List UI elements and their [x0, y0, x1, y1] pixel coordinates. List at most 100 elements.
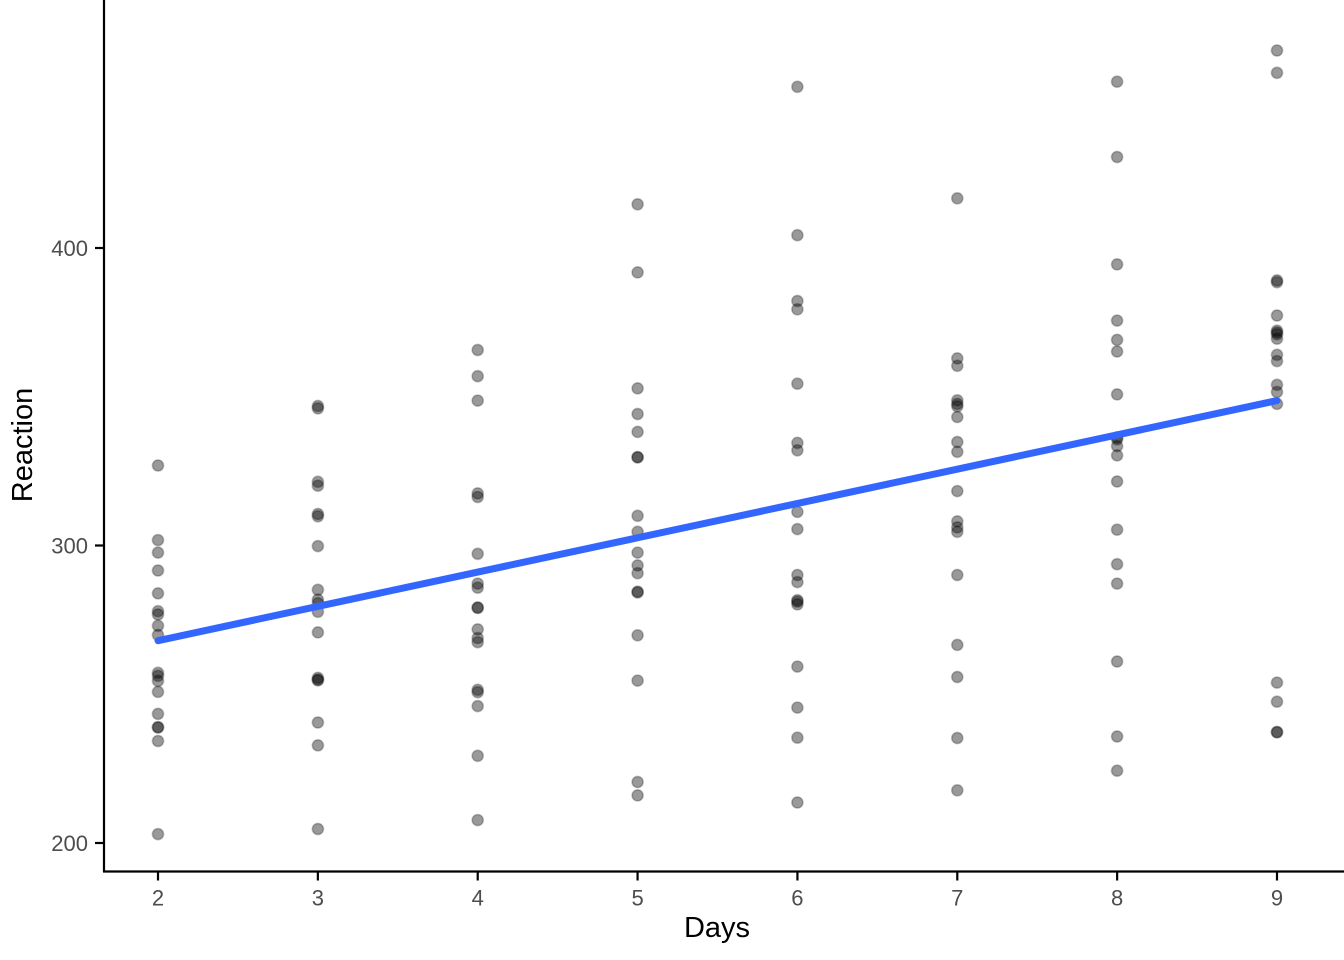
data-point: [471, 343, 485, 357]
data-point: [1270, 725, 1284, 739]
data-point: [791, 377, 804, 391]
x-tick-label: 3: [312, 886, 324, 911]
data-point: [1270, 309, 1284, 322]
data-point: [151, 720, 165, 734]
data-point: [950, 638, 964, 652]
data-point: [631, 450, 644, 464]
data-point: [311, 626, 325, 639]
data-point: [1110, 764, 1124, 778]
data-point: [471, 577, 485, 590]
data-point: [791, 575, 804, 589]
data-point: [631, 546, 644, 559]
data-point: [631, 509, 644, 523]
data-point: [631, 450, 644, 464]
data-point: [1110, 577, 1124, 590]
data-point: [950, 351, 964, 365]
data-point: [1110, 523, 1124, 537]
data-point: [950, 484, 964, 498]
data-point: [1110, 557, 1124, 571]
y-tick-label: 300: [51, 534, 88, 559]
data-point: [471, 486, 485, 500]
data-point: [471, 394, 485, 407]
data-point: [1110, 345, 1124, 358]
x-tick-label: 7: [951, 886, 963, 911]
data-point: [1270, 66, 1284, 80]
data-point: [791, 595, 804, 609]
data-point: [791, 443, 804, 457]
data-point: [471, 749, 485, 763]
data-point: [950, 399, 964, 413]
axis-labels-layer: Days Reaction: [7, 388, 750, 944]
y-axis-title: Reaction: [7, 388, 39, 502]
data-point: [311, 479, 325, 493]
data-point: [950, 568, 964, 582]
data-point: [311, 507, 325, 521]
data-point: [471, 635, 485, 649]
data-point: [631, 265, 644, 279]
data-point: [791, 660, 804, 673]
data-point: [950, 521, 964, 534]
data-point: [1270, 385, 1284, 399]
data-point: [950, 515, 964, 528]
regression-line: [154, 397, 1281, 645]
data-point: [631, 789, 644, 802]
data-point: [631, 585, 644, 598]
data-point: [791, 302, 804, 316]
data-point: [1270, 275, 1284, 289]
data-point: [1110, 75, 1124, 89]
data-point: [151, 546, 165, 559]
data-point: [311, 475, 325, 489]
data-point: [471, 813, 485, 827]
data-point: [791, 294, 804, 308]
data-point: [950, 525, 964, 539]
data-point: [1270, 327, 1284, 341]
x-axis-title: Days: [684, 912, 750, 944]
data-point: [151, 734, 165, 748]
data-point: [311, 671, 325, 685]
y-tick-label: 400: [51, 236, 88, 261]
data-point: [631, 425, 644, 439]
data-point: [791, 598, 804, 611]
data-point: [1270, 725, 1284, 739]
data-point: [1110, 150, 1124, 164]
x-tick-label: 4: [472, 886, 484, 911]
data-point: [1270, 44, 1284, 57]
data-point: [631, 559, 644, 572]
data-point: [1110, 439, 1124, 453]
trend-line-layer: [154, 397, 1281, 645]
data-point: [950, 397, 964, 411]
data-point: [1270, 378, 1284, 392]
data-point: [151, 459, 165, 472]
data-point: [151, 564, 165, 577]
data-point: [151, 827, 165, 841]
data-point: [1270, 332, 1284, 346]
data-point: [1110, 655, 1124, 668]
data-point: [1270, 354, 1284, 368]
data-point: [791, 731, 804, 745]
data-point: [311, 673, 325, 687]
data-point: [950, 393, 964, 407]
data-point: [631, 197, 644, 211]
data-point: [471, 601, 485, 614]
data-point: [950, 191, 964, 205]
data-point: [471, 623, 485, 636]
data-point: [1110, 448, 1124, 462]
data-point: [471, 581, 485, 595]
data-point: [471, 631, 485, 645]
data-point: [950, 359, 964, 373]
data-point: [791, 228, 804, 242]
data-point: [311, 822, 325, 836]
data-point: [471, 369, 485, 383]
data-point: [1270, 676, 1284, 689]
data-point: [631, 775, 644, 789]
data-point: [151, 674, 165, 688]
data-point: [631, 586, 644, 599]
data-point: [631, 407, 644, 421]
data-point: [471, 685, 485, 699]
data-point: [311, 716, 325, 729]
data-point: [471, 699, 485, 713]
data-point: [471, 601, 485, 615]
data-point: [311, 539, 325, 553]
